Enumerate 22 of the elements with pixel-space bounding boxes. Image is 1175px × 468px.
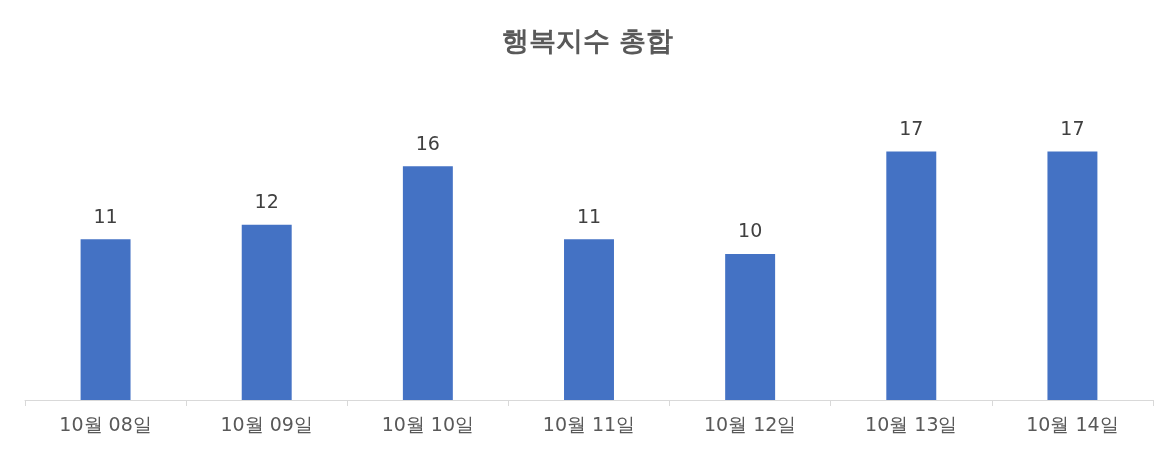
data-label: 17 <box>899 117 924 140</box>
data-label: 17 <box>1060 117 1085 140</box>
x-tick-label: 10월 09일 <box>220 412 313 435</box>
data-label: 16 <box>415 131 440 154</box>
bar <box>80 239 131 400</box>
chart-title: 행복지수 총합 <box>501 25 674 56</box>
bar <box>402 166 453 400</box>
data-label: 11 <box>576 204 602 227</box>
data-label: 10 <box>738 219 763 242</box>
bar <box>1047 151 1098 400</box>
bar <box>886 151 937 400</box>
bar <box>564 239 614 400</box>
data-label: 11 <box>93 204 118 227</box>
bar <box>725 253 776 400</box>
x-tick-label: 10월 13일 <box>865 412 958 435</box>
x-tick-label: 10월 08일 <box>59 412 152 435</box>
x-tick-label: 10월 14일 <box>1026 412 1119 435</box>
x-tick-label: 10월 10일 <box>381 412 475 435</box>
x-tick-label: 10월 12일 <box>703 412 797 435</box>
bar <box>241 224 292 400</box>
x-tick-label: 10월 11일 <box>542 412 636 435</box>
data-label: 12 <box>254 190 279 213</box>
